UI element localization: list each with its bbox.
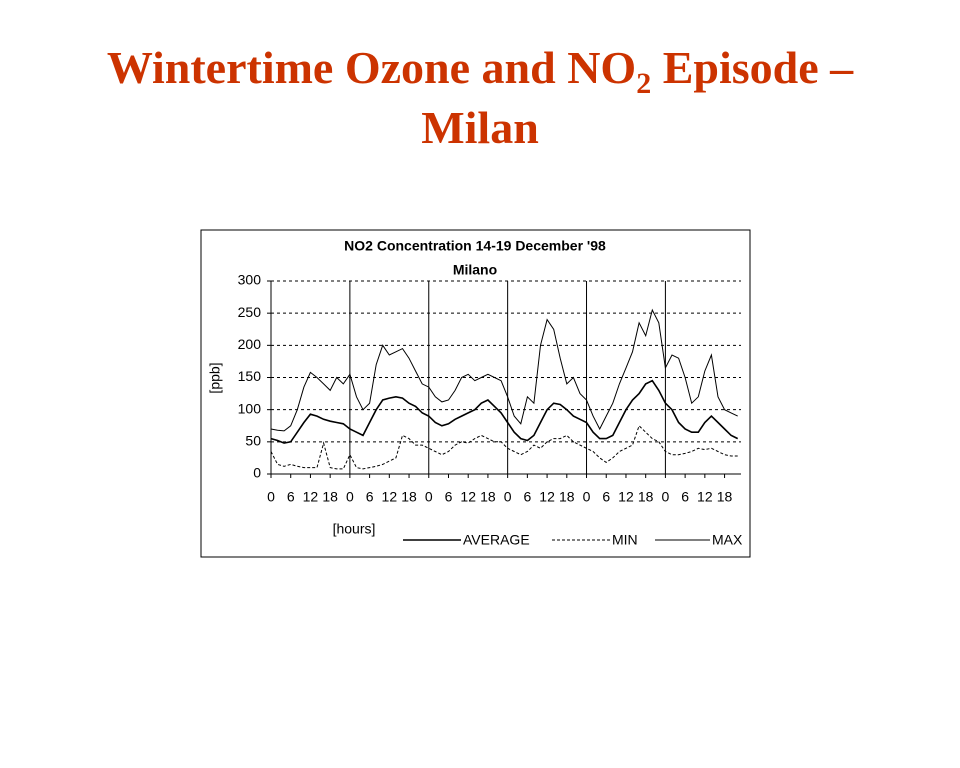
x-tick-label: 0 <box>662 489 670 505</box>
x-tick-label: 12 <box>539 489 555 505</box>
x-tick-label: 0 <box>425 489 433 505</box>
title-text: Episode – <box>651 42 854 93</box>
series-line <box>270 308 738 432</box>
title-text: Wintertime Ozone and NO <box>106 42 637 93</box>
title-subscript: 2 <box>636 67 652 100</box>
chart-subtitle: Milano <box>453 262 497 278</box>
y-tick-label: 100 <box>238 400 262 416</box>
y-tick-label: 150 <box>238 368 262 384</box>
legend-label: MAX <box>712 532 743 548</box>
legend-label: MIN <box>612 532 638 548</box>
x-axis-label: [hours] <box>333 521 376 537</box>
y-tick-label: 200 <box>238 336 262 352</box>
chart-frame <box>200 229 751 558</box>
x-tick-label: 6 <box>366 489 374 505</box>
x-tick-label: 12 <box>618 489 634 505</box>
x-tick-label: 18 <box>401 489 417 505</box>
x-tick-label: 6 <box>523 489 531 505</box>
x-tick-label: 18 <box>480 489 496 505</box>
title-text: Milan <box>421 102 539 153</box>
series-line <box>270 379 739 444</box>
x-tick-label: 6 <box>287 489 295 505</box>
x-tick-label: 0 <box>583 489 591 505</box>
x-tick-label: 12 <box>697 489 713 505</box>
x-tick-label: 18 <box>638 489 654 505</box>
y-tick-label: 50 <box>245 433 261 449</box>
x-tick-label: 12 <box>460 489 476 505</box>
slide-title: Wintertime Ozone and NO2 Episode – Milan <box>0 38 960 158</box>
y-tick-label: 250 <box>238 304 262 320</box>
x-tick-label: 6 <box>445 489 453 505</box>
x-tick-label: 12 <box>382 489 398 505</box>
chart-title: NO2 Concentration 14-19 December '98 <box>344 238 606 254</box>
x-tick-label: 0 <box>267 489 275 505</box>
x-tick-label: 6 <box>602 489 610 505</box>
x-tick-label: 18 <box>717 489 733 505</box>
x-tick-label: 0 <box>346 489 354 505</box>
x-tick-label: 6 <box>681 489 689 505</box>
x-tick-label: 12 <box>303 489 319 505</box>
x-tick-label: 0 <box>504 489 512 505</box>
x-tick-label: 18 <box>322 489 338 505</box>
legend-label: AVERAGE <box>463 532 530 548</box>
y-axis-label: [ppb] <box>207 362 223 393</box>
y-tick-label: 0 <box>253 465 261 481</box>
y-tick-label: 300 <box>238 272 262 288</box>
series-line <box>270 424 738 470</box>
x-tick-label: 18 <box>559 489 575 505</box>
